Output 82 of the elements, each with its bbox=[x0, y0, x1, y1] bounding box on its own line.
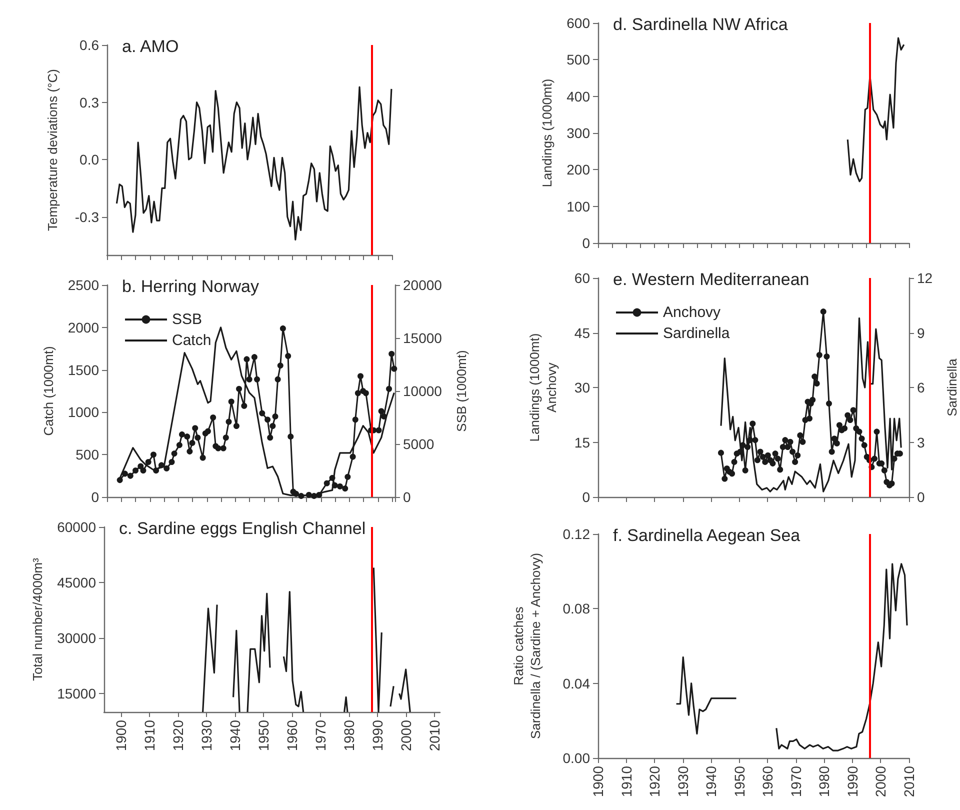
y2-axis-title: SSB (1000mt) bbox=[454, 350, 469, 432]
y-tick-label: 30000 bbox=[57, 630, 96, 646]
x-tick-label: 1950 bbox=[255, 720, 272, 752]
y2-axis-title: Sardinella bbox=[944, 358, 960, 416]
y-tick-label: 45000 bbox=[57, 574, 96, 590]
y-tick-label: 0.00 bbox=[562, 750, 590, 766]
y-tick-label: 300 bbox=[566, 125, 590, 141]
y-tick-label: 400 bbox=[566, 88, 590, 104]
y2-tick-label: 12 bbox=[917, 270, 933, 286]
x-tick-label: 1960 bbox=[760, 766, 776, 798]
y-axis-title: Catch (1000mt) bbox=[40, 346, 56, 436]
x-tick-label: 1960 bbox=[284, 720, 300, 752]
y-tick-label: 600 bbox=[566, 15, 590, 31]
x-tick-label: 1920 bbox=[646, 766, 663, 798]
x-tick-label: 1910 bbox=[142, 720, 158, 752]
y-tick-label: 1000 bbox=[68, 404, 100, 420]
y2-tick-label: 20000 bbox=[403, 277, 442, 293]
x-tick-label: 2000 bbox=[398, 720, 414, 752]
chart-title: f. Sardinella Aegean Sea bbox=[613, 526, 801, 545]
y2-tick-label: 0 bbox=[403, 489, 411, 505]
y-tick-label: 0.04 bbox=[562, 675, 590, 692]
x-tick-label: 1990 bbox=[844, 766, 860, 798]
x-tick-label: 1910 bbox=[618, 766, 634, 798]
y2-tick-label: 3 bbox=[917, 434, 925, 450]
y-tick-label: 0 bbox=[91, 489, 100, 505]
x-tick-label: 1930 bbox=[198, 720, 215, 752]
x-tick-label: 1940 bbox=[226, 720, 243, 752]
y2-tick-label: 5000 bbox=[403, 436, 434, 452]
y-tick-label: 15000 bbox=[57, 686, 96, 702]
x-tick-label: 1940 bbox=[703, 766, 720, 798]
y-tick-label: 0.12 bbox=[562, 526, 590, 542]
x-tick-label: 1900 bbox=[590, 766, 606, 798]
x-tick-label: 1970 bbox=[312, 720, 328, 752]
x-tick-label: 1970 bbox=[788, 766, 804, 798]
legend-label: SSB bbox=[172, 311, 202, 328]
x-tick-label: 1980 bbox=[816, 766, 832, 798]
y-tick-label: 60000 bbox=[57, 519, 96, 535]
y-tick-label: -0.3 bbox=[74, 208, 100, 225]
y-axis-title: Temperature deviations (°C) bbox=[45, 69, 60, 231]
x-tick-label: 1930 bbox=[674, 766, 691, 798]
legend-label: Catch bbox=[172, 332, 212, 349]
x-tick-label: 1920 bbox=[170, 720, 186, 752]
chart-title: b. Herring Norway bbox=[122, 277, 260, 296]
y-tick-label: 60 bbox=[574, 270, 590, 286]
chart-title: c. Sardine eggs English Channel bbox=[119, 519, 366, 538]
y2-tick-label: 6 bbox=[917, 380, 925, 396]
y-axis-title: Landings (1000mt) Anchovy bbox=[527, 333, 559, 442]
y-tick-label: 0.0 bbox=[80, 152, 100, 168]
y-tick-label: 0 bbox=[582, 235, 590, 251]
y-tick-label: 0.6 bbox=[80, 37, 100, 53]
x-tick-label: 1990 bbox=[369, 720, 386, 752]
legend-label: Sardinella bbox=[663, 325, 730, 342]
y-tick-label: 500 bbox=[76, 446, 100, 463]
y-axis-title: Landings (1000mt) bbox=[540, 78, 555, 188]
chart-title: d. Sardinella NW Africa bbox=[613, 15, 788, 34]
y-tick-label: 15 bbox=[574, 434, 590, 450]
y2-tick-label: 9 bbox=[917, 324, 925, 341]
y-tick-label: 2000 bbox=[68, 319, 100, 336]
y2-tick-label: 0 bbox=[917, 489, 925, 505]
legend-label: Anchovy bbox=[663, 304, 722, 321]
y-axis-title: Total number/4000m³ bbox=[30, 557, 46, 681]
x-tick-label: 1980 bbox=[340, 720, 357, 752]
y-tick-label: 0.08 bbox=[562, 600, 590, 617]
x-tick-label: 1900 bbox=[113, 720, 130, 752]
y-tick-label: 30 bbox=[574, 380, 590, 396]
y-tick-label: 45 bbox=[574, 324, 590, 341]
x-tick-label: 2010 bbox=[901, 766, 917, 798]
y-tick-label: 200 bbox=[566, 162, 590, 178]
y-tick-label: 500 bbox=[566, 52, 590, 68]
y-axis-title: Ratio catches Sardinella / (Sardine + Anchovy) bbox=[511, 552, 543, 740]
y-tick-label: 1500 bbox=[68, 362, 100, 378]
y-tick-label: 0.3 bbox=[80, 94, 100, 110]
x-tick-label: 2000 bbox=[872, 766, 889, 798]
y-tick-label: 100 bbox=[566, 198, 590, 214]
y-tick-label: 0 bbox=[582, 489, 590, 505]
chart-title: e. Western Mediterranean bbox=[613, 270, 810, 289]
x-tick-label: 2010 bbox=[426, 720, 442, 752]
y2-tick-label: 15000 bbox=[403, 330, 442, 346]
chart-title: a. AMO bbox=[122, 37, 179, 56]
y-tick-label: 2500 bbox=[68, 277, 100, 293]
x-tick-label: 1950 bbox=[731, 766, 748, 798]
y2-tick-label: 10000 bbox=[403, 383, 442, 399]
